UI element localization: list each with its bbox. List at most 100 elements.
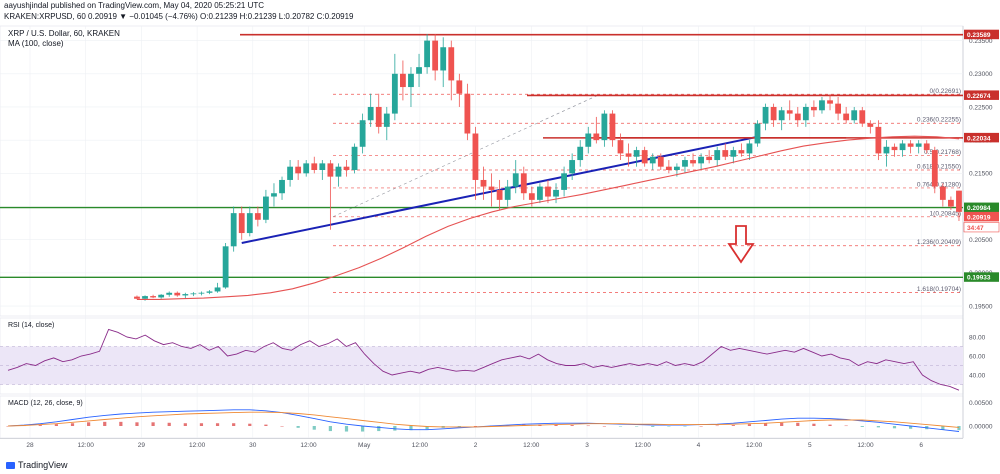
candle-body — [851, 110, 858, 121]
tradingview-logo[interactable]: TradingView — [6, 460, 68, 470]
candle-body — [504, 186, 511, 200]
candle-body — [222, 246, 229, 288]
candle-body — [843, 113, 850, 121]
candle-body — [416, 67, 422, 74]
price-tick-label: 0.23000 — [969, 71, 993, 78]
candle-body — [448, 47, 455, 81]
price-label-text: 0.20984 — [967, 205, 991, 212]
candle-body — [956, 190, 962, 212]
candle-body — [657, 156, 664, 167]
candle-body — [391, 73, 398, 114]
candle-body — [375, 106, 382, 127]
time-tick-label: 12:00 — [78, 442, 95, 449]
candle-body — [174, 292, 181, 296]
rsi-line — [7, 328, 960, 391]
candle-body — [923, 143, 930, 151]
candle-body — [859, 110, 866, 124]
candle-body — [891, 146, 898, 151]
fib-level-label: 0.236(0.22255) — [917, 117, 961, 124]
price-label-tag — [964, 90, 999, 100]
fib-level-label: 1.236(0.20409) — [917, 239, 961, 246]
macd-histogram-bar — [651, 426, 655, 427]
macd-tick-label: 0.00500 — [969, 400, 993, 407]
candle-body — [408, 73, 414, 88]
price-tick-label: 0.22500 — [969, 104, 993, 111]
candle-body — [456, 80, 463, 94]
candle-body — [142, 296, 148, 299]
macd-histogram-bar — [941, 426, 945, 430]
price-tick-label: 0.20500 — [969, 237, 993, 244]
candle-body — [907, 143, 914, 147]
macd-histogram-bar — [796, 422, 800, 426]
candle-body — [432, 40, 439, 71]
time-tick-label: 12:00 — [746, 442, 763, 449]
candle-body — [158, 294, 165, 298]
candles — [134, 33, 962, 301]
macd-histogram-bar — [828, 424, 832, 426]
candle-body — [899, 143, 906, 151]
macd-histogram-bar — [909, 426, 913, 429]
macd-histogram-bar — [264, 424, 268, 426]
tradingview-brand: TradingView — [18, 460, 68, 470]
price-label-text: 0.22674 — [967, 93, 991, 100]
candle-body — [263, 196, 269, 220]
macd-tick-label: 0.00000 — [969, 423, 993, 430]
candle-body — [319, 163, 326, 171]
candle-body — [915, 143, 922, 147]
macd-pane — [0, 395, 964, 439]
macd-histogram-bar — [38, 425, 42, 426]
candle-body — [311, 163, 318, 171]
macd-histogram-bar — [957, 426, 961, 431]
candle-body — [641, 150, 648, 164]
price-tick-label: 0.23500 — [969, 38, 993, 45]
fib-level-label: 1.618(0.19704) — [917, 286, 961, 293]
rsi-tick-label: 40.00 — [969, 372, 986, 379]
candle-body — [424, 40, 430, 68]
macd-histogram-bar — [344, 426, 349, 432]
macd-histogram-bar — [232, 423, 236, 426]
candle-body — [512, 173, 519, 187]
candle-body — [166, 292, 173, 295]
time-tick-label: 12:00 — [300, 442, 317, 449]
candle-body — [134, 296, 140, 299]
macd-histogram-bar — [312, 426, 316, 430]
macd-histogram-bar — [586, 425, 590, 427]
candle-body — [206, 291, 213, 293]
candle-body — [674, 166, 680, 171]
publish-line: aayushjindal published on TradingView.co… — [4, 1, 265, 10]
macd-histogram-bar — [328, 426, 332, 432]
price-label-text: 0.20919 — [967, 214, 991, 221]
candle-body — [343, 166, 350, 171]
price-label-text: 0.19933 — [967, 275, 991, 282]
candle-body — [246, 213, 253, 234]
candle-body — [738, 150, 745, 154]
price-pane — [0, 25, 964, 317]
candle-body — [528, 193, 535, 200]
candle-body — [835, 103, 841, 114]
macd-histogram-bar — [844, 425, 848, 427]
ma-100-line — [137, 135, 960, 300]
candle-body — [569, 160, 576, 174]
macd-histogram-bar — [151, 422, 155, 426]
candle-body — [553, 189, 559, 197]
macd-histogram-bar — [747, 424, 752, 426]
macd-histogram-bar — [361, 426, 365, 432]
macd-histogram-bar — [780, 422, 784, 426]
fib-level-label: 0.764(0.21280) — [917, 181, 961, 188]
price-label-text: 0.23589 — [967, 32, 991, 39]
ma-indicator-label: MA (100, close) — [8, 39, 64, 48]
candle-body — [472, 133, 479, 180]
candle-body — [698, 156, 704, 164]
candle-body — [931, 150, 938, 187]
candle-body — [827, 100, 833, 104]
candle-body — [254, 213, 261, 220]
candle-body — [335, 166, 342, 177]
fib-level-label: 1(0.20845) — [930, 210, 961, 217]
time-tick-label: 4 — [697, 442, 701, 449]
time-tick-label: 12:00 — [635, 442, 652, 449]
candle-body — [190, 293, 197, 295]
candle-body — [271, 193, 277, 197]
macd-histogram-bar — [860, 426, 864, 427]
macd-histogram-bar — [119, 421, 123, 426]
